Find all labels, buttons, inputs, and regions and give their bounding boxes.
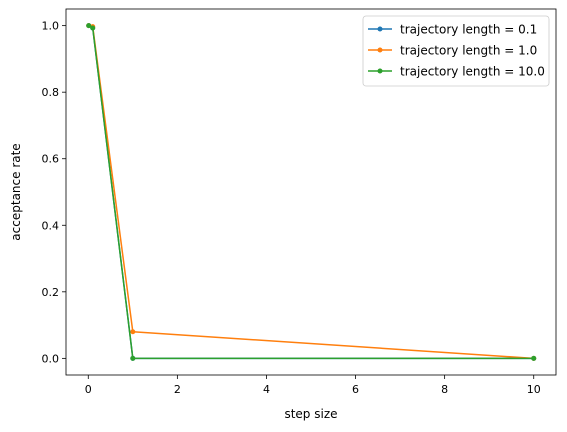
legend-entry-3: trajectory length = 10.0 bbox=[368, 65, 545, 79]
x-tick-label-5: 10 bbox=[527, 383, 541, 396]
y-tick-label-5: 1.0 bbox=[42, 20, 60, 33]
legend-marker-3 bbox=[377, 68, 383, 74]
legend-frame bbox=[362, 15, 550, 87]
x-tick-label-3: 6 bbox=[352, 383, 359, 396]
series-layer bbox=[86, 23, 537, 361]
series-3 bbox=[86, 23, 537, 361]
legend-label-3: trajectory length = 10.0 bbox=[400, 65, 545, 79]
series-3-point-3 bbox=[130, 355, 136, 361]
legend-label-2: trajectory length = 1.0 bbox=[400, 44, 537, 58]
legend-entry-2: trajectory length = 1.0 bbox=[368, 44, 537, 58]
legend: trajectory length = 0.1 trajectory lengt… bbox=[362, 15, 550, 87]
y-axis-ticks: 0.0 0.2 0.4 0.6 0.8 1.0 bbox=[42, 20, 66, 365]
x-tick-label-2: 4 bbox=[263, 383, 270, 396]
y-tick-label-1: 0.2 bbox=[42, 286, 60, 299]
legend-marker-2 bbox=[377, 47, 383, 53]
legend-marker-1 bbox=[377, 26, 383, 32]
x-axis-ticks: 0 2 4 6 8 10 bbox=[85, 375, 541, 396]
legend-entry-1: trajectory length = 0.1 bbox=[368, 23, 537, 37]
x-axis-label: step size bbox=[284, 407, 337, 421]
x-tick-label-1: 2 bbox=[174, 383, 181, 396]
y-axis-label: acceptance rate bbox=[9, 143, 23, 240]
x-tick-label-0: 0 bbox=[85, 383, 92, 396]
series-3-point-2 bbox=[90, 25, 96, 31]
y-tick-label-4: 0.8 bbox=[42, 86, 60, 99]
series-2-point-3 bbox=[130, 329, 136, 335]
y-tick-label-3: 0.6 bbox=[42, 153, 60, 166]
plot-frame bbox=[65, 8, 557, 376]
series-3-point-1 bbox=[86, 23, 92, 29]
x-tick-label-4: 8 bbox=[441, 383, 448, 396]
legend-label-1: trajectory length = 0.1 bbox=[400, 23, 537, 37]
series-3-point-4 bbox=[531, 355, 537, 361]
y-tick-label-0: 0.0 bbox=[42, 352, 60, 365]
y-tick-label-2: 0.4 bbox=[42, 219, 60, 232]
